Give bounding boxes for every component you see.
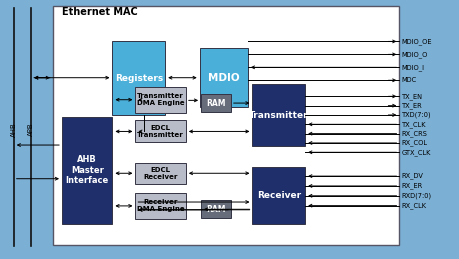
Bar bbox=[200, 48, 248, 107]
Text: AHB
Master
Interface: AHB Master Interface bbox=[66, 155, 109, 185]
Text: Ethernet MAC: Ethernet MAC bbox=[62, 7, 138, 17]
Text: MDIO_OE: MDIO_OE bbox=[402, 38, 432, 45]
Text: RX_DV: RX_DV bbox=[402, 173, 424, 179]
Text: TXD(7:0): TXD(7:0) bbox=[402, 112, 431, 118]
Bar bbox=[135, 120, 186, 142]
Text: Transmitter
DMA Engine: Transmitter DMA Engine bbox=[137, 93, 185, 106]
Text: RAM: RAM bbox=[206, 205, 226, 214]
Text: MDIO_I: MDIO_I bbox=[402, 64, 425, 71]
Text: MDC: MDC bbox=[402, 77, 417, 83]
Bar bbox=[201, 94, 231, 112]
Text: RX_COL: RX_COL bbox=[402, 140, 428, 146]
Bar bbox=[135, 87, 186, 113]
Bar bbox=[135, 163, 186, 184]
Text: EDCL
Receiver: EDCL Receiver bbox=[144, 167, 178, 180]
Text: MDIO: MDIO bbox=[208, 73, 240, 83]
Text: TX_EN: TX_EN bbox=[402, 93, 423, 100]
Bar bbox=[135, 193, 186, 219]
Text: RAM: RAM bbox=[206, 99, 226, 107]
Bar bbox=[252, 84, 305, 146]
Text: MDIO_O: MDIO_O bbox=[402, 51, 428, 58]
Text: GTX_CLK: GTX_CLK bbox=[402, 149, 431, 156]
Text: Receiver
DMA Engine: Receiver DMA Engine bbox=[137, 199, 185, 212]
Bar bbox=[112, 41, 165, 115]
Bar bbox=[53, 6, 399, 245]
Bar bbox=[62, 117, 112, 224]
Text: RX_CRS: RX_CRS bbox=[402, 130, 427, 137]
Bar bbox=[201, 200, 231, 218]
Text: RXD(7:0): RXD(7:0) bbox=[402, 192, 432, 199]
Text: TX_CLK: TX_CLK bbox=[402, 121, 426, 128]
Text: RX_CLK: RX_CLK bbox=[402, 202, 426, 209]
Text: RX_ER: RX_ER bbox=[402, 183, 423, 189]
Text: Receiver: Receiver bbox=[257, 191, 301, 200]
Text: Registers: Registers bbox=[115, 74, 163, 83]
Bar bbox=[252, 167, 305, 224]
Text: Transmitter: Transmitter bbox=[249, 111, 308, 120]
Text: AHB: AHB bbox=[11, 122, 17, 137]
Text: APB: APB bbox=[28, 123, 34, 136]
Text: TX_ER: TX_ER bbox=[402, 102, 422, 109]
Text: EDCL
Transmitter: EDCL Transmitter bbox=[137, 125, 184, 138]
